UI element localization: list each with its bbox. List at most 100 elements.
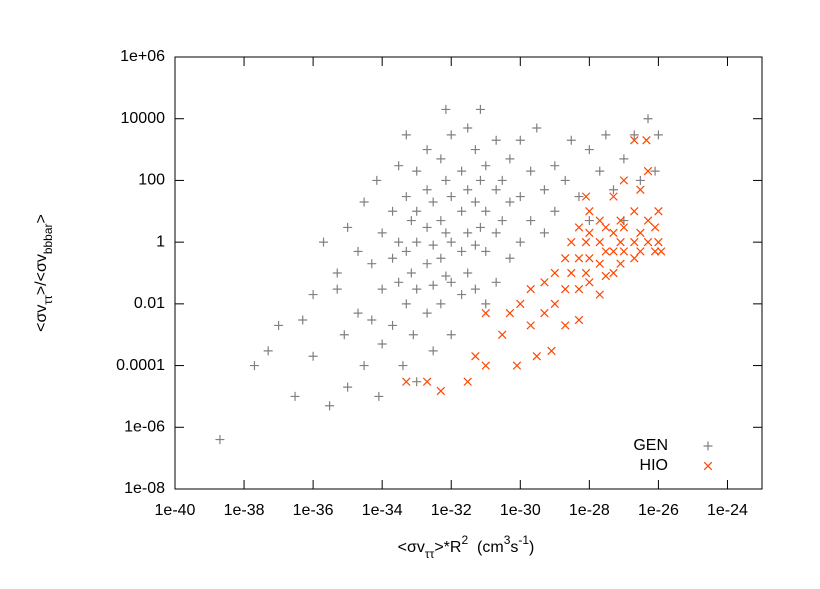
label-part: s (510, 539, 518, 556)
point (584, 145, 594, 155)
point (585, 278, 594, 287)
point (325, 401, 335, 411)
point (332, 284, 342, 294)
point (550, 268, 560, 278)
point (574, 223, 584, 232)
point (422, 145, 432, 155)
point (581, 192, 591, 201)
point (475, 175, 485, 185)
point (616, 216, 625, 225)
point (550, 161, 560, 171)
point (532, 352, 541, 361)
point (567, 268, 576, 278)
point (609, 268, 618, 278)
point (635, 175, 645, 185)
point (650, 223, 660, 232)
point (619, 154, 629, 164)
point (636, 247, 645, 256)
point (308, 351, 318, 361)
point (643, 114, 653, 124)
point (436, 253, 446, 263)
point (319, 237, 329, 247)
point (481, 308, 490, 318)
y-tick-label: 10000 (121, 110, 166, 127)
point (263, 346, 273, 356)
point (406, 268, 416, 278)
point (491, 277, 501, 287)
point (585, 207, 594, 216)
label-part: -1 (518, 533, 529, 547)
point (457, 206, 467, 216)
point (636, 185, 645, 194)
point (372, 175, 382, 185)
point (388, 253, 398, 263)
point (428, 280, 438, 290)
point (560, 321, 570, 330)
point (481, 361, 490, 370)
point (653, 130, 663, 140)
point (446, 192, 456, 202)
point (609, 192, 618, 201)
label-part: ττ (425, 547, 435, 561)
point (441, 175, 451, 185)
point (643, 237, 653, 247)
point (497, 216, 507, 226)
point (595, 290, 604, 299)
point (654, 207, 663, 216)
point (601, 223, 611, 232)
point (581, 268, 591, 278)
point (630, 254, 639, 263)
y-tick-label: 1e+06 (120, 48, 165, 65)
point (446, 330, 456, 340)
x-tick-label: 1e-36 (293, 502, 334, 519)
point (642, 136, 651, 145)
point (491, 135, 501, 145)
point (441, 271, 451, 281)
point (498, 330, 507, 339)
legend-marker (703, 441, 713, 451)
point (643, 216, 653, 225)
point (394, 277, 404, 287)
point (412, 284, 422, 294)
point (436, 154, 446, 164)
point (401, 299, 411, 309)
point (332, 268, 342, 278)
point (616, 237, 625, 247)
point (422, 377, 432, 386)
point (547, 346, 556, 356)
point (436, 299, 446, 309)
point (463, 185, 473, 195)
point (408, 330, 418, 340)
point (539, 185, 549, 195)
point (540, 308, 549, 318)
x-tick-label: 1e-34 (362, 502, 403, 519)
legend-label: GEN (633, 437, 668, 454)
point (654, 237, 663, 247)
point (359, 361, 369, 371)
point (526, 284, 535, 294)
point (616, 259, 625, 268)
point (505, 154, 515, 164)
point (446, 130, 456, 140)
point (595, 259, 604, 268)
point (481, 161, 491, 171)
point (550, 206, 560, 216)
point (475, 104, 485, 114)
point (475, 222, 485, 232)
x-tick-label: 1e-38 (224, 502, 265, 519)
point (601, 271, 611, 281)
point (595, 237, 604, 247)
point (584, 216, 594, 226)
label-part: ττ (41, 295, 55, 305)
point (412, 206, 422, 216)
point (343, 222, 353, 232)
point (471, 352, 480, 361)
point (422, 259, 432, 269)
point (497, 175, 507, 185)
point (526, 321, 535, 330)
y-tick-label: 100 (138, 172, 165, 189)
point (560, 175, 570, 185)
x-tick-label: 1e-26 (638, 502, 679, 519)
point (412, 377, 422, 387)
point (470, 240, 480, 250)
